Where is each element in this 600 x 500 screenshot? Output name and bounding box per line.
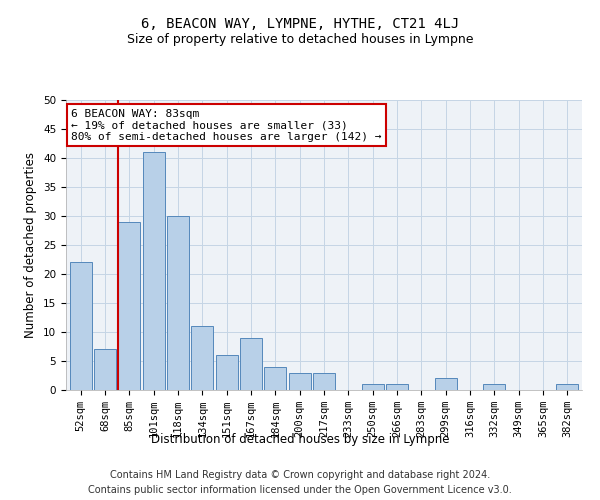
Bar <box>362 384 383 390</box>
Text: 6, BEACON WAY, LYMPNE, HYTHE, CT21 4LJ: 6, BEACON WAY, LYMPNE, HYTHE, CT21 4LJ <box>141 18 459 32</box>
Bar <box>191 326 213 390</box>
Text: Contains public sector information licensed under the Open Government Licence v3: Contains public sector information licen… <box>88 485 512 495</box>
Text: Contains HM Land Registry data © Crown copyright and database right 2024.: Contains HM Land Registry data © Crown c… <box>110 470 490 480</box>
Text: Size of property relative to detached houses in Lympne: Size of property relative to detached ho… <box>127 32 473 46</box>
Bar <box>215 355 238 390</box>
Text: 6 BEACON WAY: 83sqm
← 19% of detached houses are smaller (33)
80% of semi-detach: 6 BEACON WAY: 83sqm ← 19% of detached ho… <box>71 108 382 142</box>
Text: Distribution of detached houses by size in Lympne: Distribution of detached houses by size … <box>151 432 449 446</box>
Bar <box>484 384 505 390</box>
Bar <box>386 384 408 390</box>
Bar <box>289 372 311 390</box>
Bar <box>118 222 140 390</box>
Bar <box>313 372 335 390</box>
Bar <box>94 350 116 390</box>
Bar <box>70 262 92 390</box>
Y-axis label: Number of detached properties: Number of detached properties <box>25 152 37 338</box>
Bar <box>240 338 262 390</box>
Bar <box>143 152 164 390</box>
Bar <box>556 384 578 390</box>
Bar <box>265 367 286 390</box>
Bar <box>167 216 189 390</box>
Bar <box>435 378 457 390</box>
